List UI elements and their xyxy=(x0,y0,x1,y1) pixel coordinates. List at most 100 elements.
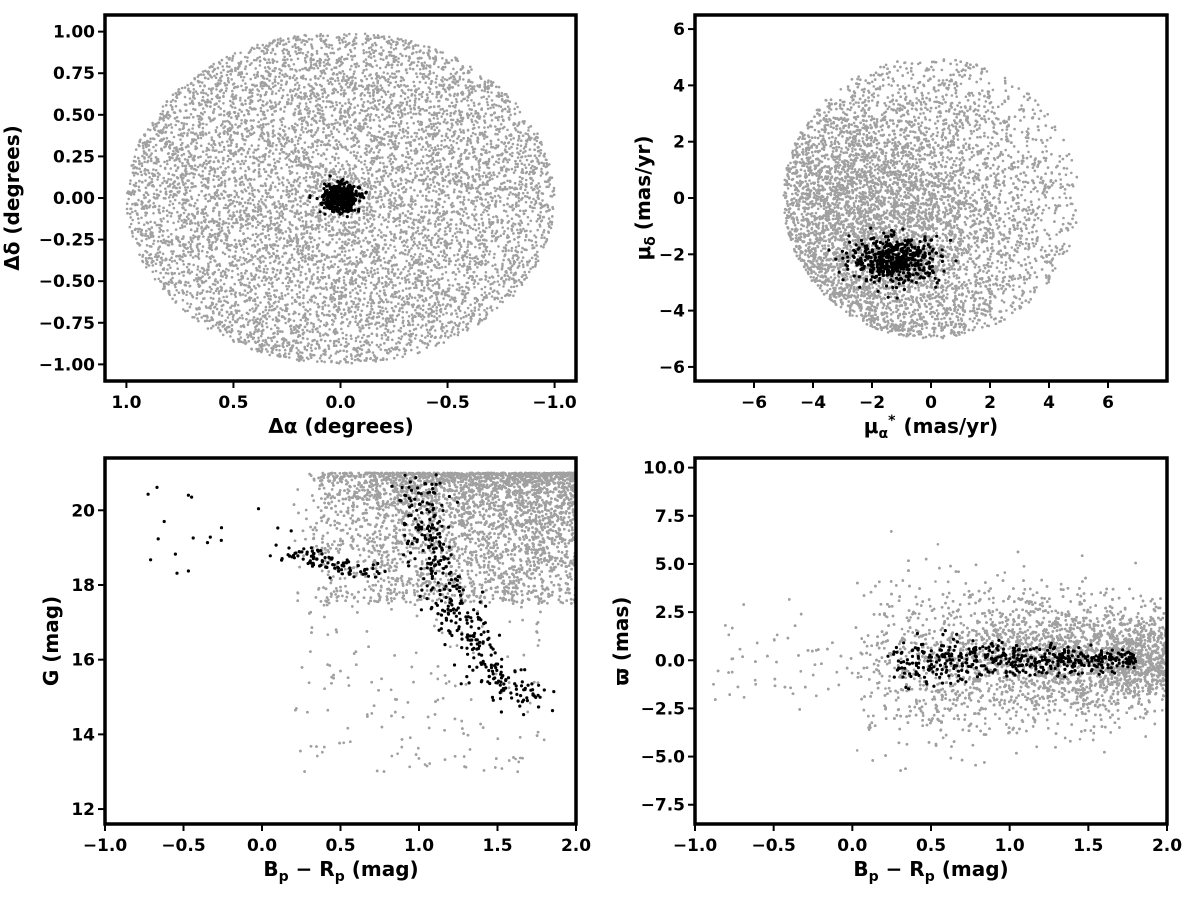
field-star-point xyxy=(517,244,521,247)
field-star-point xyxy=(543,152,547,156)
field-star-point xyxy=(473,286,476,289)
field-star-point xyxy=(501,108,505,111)
field-star-point xyxy=(314,165,317,169)
field-star-point xyxy=(296,57,300,60)
field-star-point xyxy=(405,71,409,75)
field-star-point xyxy=(380,95,384,99)
field-star-point xyxy=(311,330,315,334)
field-star-point xyxy=(370,307,373,311)
field-star-point xyxy=(295,346,299,350)
field-star-point xyxy=(164,123,168,126)
field-star-point xyxy=(375,327,379,330)
field-star-point xyxy=(336,76,340,80)
field-star-point xyxy=(488,250,492,253)
field-star-point xyxy=(336,220,339,223)
field-star-point xyxy=(480,96,483,99)
field-star-point xyxy=(382,71,386,74)
field-star-point xyxy=(331,88,335,92)
field-star-point xyxy=(365,51,368,54)
field-star-point xyxy=(471,174,475,178)
field-star-point xyxy=(503,253,507,256)
field-star-point xyxy=(268,303,271,306)
field-star-point xyxy=(466,243,470,246)
field-star-point xyxy=(398,282,402,285)
field-star-point xyxy=(128,212,132,216)
field-star-point xyxy=(219,285,222,289)
field-star-point xyxy=(345,160,349,163)
field-star-point xyxy=(320,88,324,92)
field-star-point xyxy=(156,251,159,255)
field-star-point xyxy=(217,150,221,154)
field-star-point xyxy=(477,227,481,230)
field-star-point xyxy=(473,306,477,310)
field-star-point xyxy=(357,223,361,226)
field-star-point xyxy=(173,198,177,202)
field-star-point xyxy=(386,310,389,314)
field-star-point xyxy=(441,157,445,160)
field-star-point xyxy=(390,72,394,75)
field-star-point xyxy=(429,183,433,187)
field-star-point xyxy=(537,162,541,166)
field-star-point xyxy=(375,253,379,257)
field-star-point xyxy=(300,128,303,131)
field-star-point xyxy=(547,222,550,225)
field-star-point xyxy=(340,88,343,92)
field-star-point xyxy=(535,220,539,223)
field-star-point xyxy=(373,262,377,266)
field-star-point xyxy=(456,230,459,234)
field-star-point xyxy=(497,138,500,141)
field-star-point xyxy=(220,314,224,318)
field-star-point xyxy=(310,43,313,46)
field-star-point xyxy=(385,285,388,288)
field-star-point xyxy=(187,250,190,254)
field-star-point xyxy=(442,258,446,262)
field-star-point xyxy=(359,314,363,317)
field-star-point xyxy=(307,252,310,256)
field-star-point xyxy=(290,140,294,144)
field-star-point xyxy=(288,54,292,58)
field-star-point xyxy=(233,257,237,260)
field-star-point xyxy=(501,226,505,229)
field-star-point xyxy=(321,271,324,275)
field-star-point xyxy=(345,355,349,359)
field-star-point xyxy=(292,200,295,203)
field-star-point xyxy=(435,77,438,81)
field-star-point xyxy=(161,181,164,185)
field-star-point xyxy=(272,332,275,335)
field-star-point xyxy=(446,279,450,282)
field-star-point xyxy=(295,351,299,355)
field-star-point xyxy=(323,173,327,177)
field-star-point xyxy=(306,263,310,266)
field-star-point xyxy=(265,77,269,81)
field-star-point xyxy=(189,82,193,86)
field-star-point xyxy=(288,244,292,247)
field-star-point xyxy=(192,107,195,111)
field-star-point xyxy=(413,253,417,256)
field-star-point xyxy=(373,272,377,275)
field-star-point xyxy=(191,256,195,259)
field-star-point xyxy=(488,176,492,179)
field-star-point xyxy=(486,201,490,204)
field-star-point xyxy=(142,223,146,226)
field-star-point xyxy=(292,237,296,240)
field-star-point xyxy=(305,329,309,332)
field-star-point xyxy=(137,185,141,189)
field-star-point xyxy=(393,72,396,76)
field-star-point xyxy=(494,215,498,218)
field-star-point xyxy=(496,280,500,283)
field-star-point xyxy=(372,156,376,160)
field-star-point xyxy=(222,109,226,113)
field-star-point xyxy=(284,352,287,355)
field-star-point xyxy=(196,248,200,251)
field-star-point xyxy=(129,193,133,197)
field-star-point xyxy=(248,281,251,285)
field-star-point xyxy=(375,343,379,347)
field-star-point xyxy=(167,124,170,127)
field-star-point xyxy=(389,278,393,281)
field-star-point xyxy=(221,140,224,144)
field-star-point xyxy=(225,55,229,59)
field-star-point xyxy=(450,312,454,315)
field-star-point xyxy=(340,286,344,290)
field-star-point xyxy=(529,166,533,170)
field-star-point xyxy=(187,116,191,119)
